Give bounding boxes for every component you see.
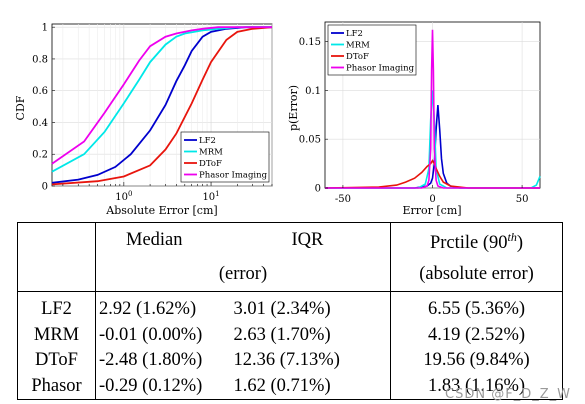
watermark: CSDN @F_D_Z_W — [445, 387, 571, 402]
pdf-legend-label-dtof: DToF — [346, 52, 369, 62]
row-label: MRM — [17, 322, 96, 348]
table-row: MRM -0.01 (0.00%) 2.63 (1.70%) 4.19 (2.52%) — [17, 322, 563, 348]
header-iqr: IQR — [231, 222, 391, 259]
cdf-legend-label-mrm: MRM — [199, 148, 223, 158]
table-row: LF2 2.92 (1.62%) 3.01 (2.34%) 6.55 (5.36%) — [17, 291, 563, 323]
cdf-ytick-label: 0.4 — [32, 118, 48, 129]
row-iqr: 1.62 (0.71%) — [231, 373, 391, 401]
row-iqr: 3.01 (2.34%) — [231, 291, 391, 323]
cdf-xtick-label: 100 — [115, 190, 132, 203]
figure-plots: 0 0.2 0.4 0.6 0.8 1 100 101 CDF Absolute Error … — [14, 21, 541, 217]
row-prctile: 1.83 (1.16%) — [390, 373, 563, 401]
pdf-ytick-label: 0.1 — [305, 86, 321, 97]
pdf-legend-label-phasor-imaging: Phasor Imaging — [346, 64, 415, 74]
row-median: -0.29 (0.12%) — [95, 373, 232, 401]
row-prctile: 19.56 (9.84%) — [390, 347, 563, 374]
table-header-row: Median IQR Prctile (90th) — [17, 222, 563, 259]
row-prctile: 6.55 (5.36%) — [390, 291, 563, 323]
cdf-legend-label-phasor-imaging: Phasor Imaging — [199, 171, 268, 181]
table-body: LF2 2.92 (1.62%) 3.01 (2.34%) 6.55 (5.36%) M… — [17, 291, 563, 401]
table-subheader-row: (error) (absolute error) — [17, 258, 563, 293]
pdf-plot: 0 0.05 0.1 0.15 -50 0 50 p(Error) Error [cm] L… — [287, 21, 541, 217]
row-median: -2.48 (1.80%) — [99, 350, 203, 371]
cdf-xtick-label: 101 — [202, 190, 219, 203]
pdf-xtick-label: 0 — [429, 194, 435, 205]
row-iqr: 12.36 (7.13%) — [231, 347, 391, 374]
cdf-ytick-label: 0.8 — [32, 54, 48, 65]
cdf-plot: 0 0.2 0.4 0.6 0.8 1 100 101 CDF Absolute Error … — [14, 23, 273, 217]
cdf-line-phasor-imaging — [51, 26, 272, 165]
cdf-ytick-label: 0.2 — [32, 150, 48, 161]
pdf-ytick-label: 0 — [315, 184, 321, 195]
pdf-ylabel: p(Error) — [287, 85, 300, 131]
cdf-legend-label-dtof: DToF — [199, 159, 222, 169]
row-prctile: 4.19 (2.52%) — [390, 322, 563, 348]
subheader-absolute: (absolute error) — [390, 258, 563, 293]
row-label: DToF — [17, 347, 96, 374]
subheader-error: (error) — [95, 258, 391, 293]
row-label: Phasor — [17, 373, 96, 401]
header-prctile-close: ) — [516, 233, 524, 254]
pdf-ytick-label: 0.05 — [299, 135, 321, 146]
cdf-ylabel: CDF — [14, 95, 27, 120]
pdf-ticks: 0 0.05 0.1 0.15 -50 0 50 — [299, 37, 529, 205]
pdf-lines — [324, 29, 541, 189]
table-row: Phasor -0.29 (0.12%) 1.62 (0.71%) 1.83 (1.1… — [17, 373, 563, 401]
cdf-xlabel: Absolute Error [cm] — [105, 204, 217, 217]
cdf-legend-label-lf2: LF2 — [199, 136, 216, 146]
row-median: 2.92 (1.62%) — [99, 298, 197, 319]
cdf-line-dtof — [51, 26, 273, 186]
stats-table: Median IQR Prctile (90th) (error) (absol… — [17, 222, 563, 401]
header-empty-cell — [17, 222, 96, 259]
pdf-xlabel: Error [cm] — [402, 204, 461, 217]
cdf-line-mrm — [51, 26, 272, 173]
row-iqr: 2.63 (1.70%) — [231, 322, 391, 348]
pdf-legend-label-mrm: MRM — [346, 41, 370, 51]
pdf-xtick-label: -50 — [335, 194, 351, 205]
pdf-legend-label-lf2: LF2 — [346, 29, 363, 39]
header-prctile: Prctile (90th) — [390, 222, 563, 259]
cdf-ytick-label: 0.6 — [32, 86, 48, 97]
header-prctile-text: Prctile (90 — [429, 233, 508, 254]
row-median: -0.01 (0.00%) — [99, 324, 203, 345]
cdf-line-lf2 — [51, 26, 272, 184]
table-row: DToF -2.48 (1.80%) 12.36 (7.13%) 19.56 (9.8… — [17, 347, 563, 374]
pdf-line-phasor-imaging — [325, 29, 540, 189]
pdf-line-dtof — [324, 159, 540, 189]
pdf-xtick-label: 50 — [516, 194, 529, 205]
row-label: LF2 — [17, 291, 96, 323]
header-prctile-sup: th — [507, 230, 517, 245]
cdf-lines — [51, 26, 273, 186]
header-median: Median — [95, 222, 232, 259]
cdf-ytick-label: 0 — [42, 182, 48, 193]
pdf-ytick-label: 0.15 — [299, 37, 321, 48]
cdf-ytick-label: 1 — [42, 23, 48, 34]
subheader-empty-cell — [17, 258, 96, 293]
